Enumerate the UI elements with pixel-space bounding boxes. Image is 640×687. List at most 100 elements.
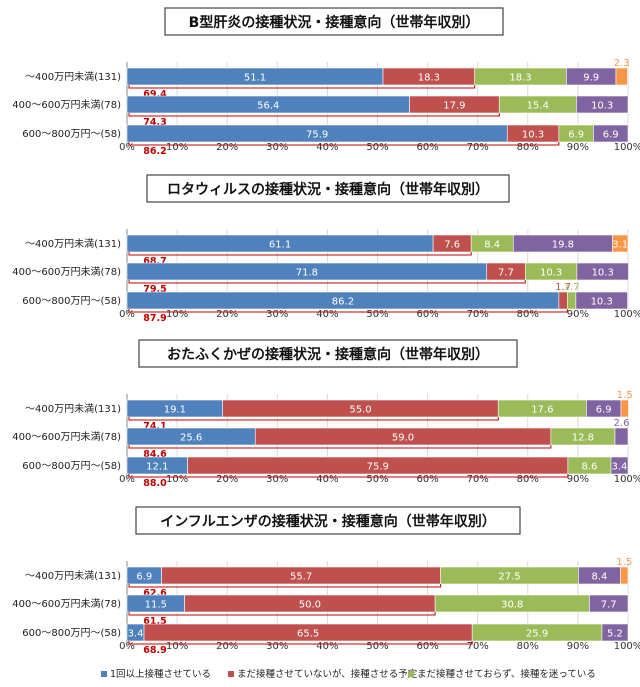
x-tick-label: 60% (416, 309, 438, 320)
x-tick-label: 80% (517, 142, 539, 153)
x-tick-label: 80% (517, 641, 539, 652)
x-tick-label: 10% (166, 142, 188, 153)
x-tick-label: 90% (567, 641, 589, 652)
bar-segment (620, 399, 629, 418)
x-tick-label: 20% (216, 142, 238, 153)
x-tick-label: 100% (614, 474, 640, 485)
x-tick-label: 60% (416, 142, 438, 153)
chart-title-box (135, 506, 521, 535)
sum-label: 62.6 (143, 588, 167, 599)
sum-label: 68.9 (143, 645, 166, 656)
bar-segment (575, 291, 628, 310)
row-label: 400～600万円未満(78) (12, 99, 121, 111)
row-label: 600～800万円～(58) (22, 129, 121, 140)
data-label: 12.1 (146, 462, 168, 473)
chart-panel: ロタウィルスの接種状況・接種意向（世帯年収別）0% 10% 20% 30% 40% 50%… (12, 174, 640, 324)
data-label: 3.1 (612, 240, 628, 251)
sum-label: 61.5 (143, 616, 166, 627)
data-label: 59.0 (392, 433, 414, 444)
data-label: 86.2 (332, 297, 354, 308)
legend: 1回以上接種させている まだ接種させていないが、接種させる予定 まだ接種させておらず… (101, 668, 596, 680)
data-label: 8.6 (581, 462, 597, 473)
data-label: 6.9 (136, 572, 152, 583)
x-tick-label: 50% (366, 309, 388, 320)
x-tick-label: 50% (366, 641, 388, 652)
bar-segment (593, 124, 629, 143)
row-label: 600～800万円～(58) (22, 628, 121, 639)
sum-bracket (128, 474, 569, 478)
sum-label: 88.0 (143, 478, 167, 489)
data-label: 1.7 (564, 282, 580, 293)
data-label: 1.5 (616, 557, 632, 568)
x-tick-label: 20% (216, 641, 238, 652)
x-tick-label: 60% (416, 641, 438, 652)
x-tick-label: 40% (316, 309, 338, 320)
sum-label: 68.7 (143, 256, 166, 267)
sum-bracket (128, 252, 472, 256)
data-label: 19.8 (552, 240, 574, 251)
x-tick-label: 10% (166, 309, 188, 320)
chart-panel: インフルエンザの接種状況・接種意向（世帯年収別）0% 10% 20% 30% 40% 50… (12, 506, 640, 656)
x-tick-label: 90% (567, 142, 589, 153)
x-tick-label: 40% (316, 474, 338, 485)
data-label: 10.3 (592, 268, 614, 279)
sum-bracket (128, 445, 552, 449)
x-tick-label: 10% (166, 474, 188, 485)
data-label: 6.9 (568, 130, 584, 141)
data-label: 8.4 (591, 572, 607, 583)
data-label: 55.0 (349, 405, 371, 416)
data-label: 9.9 (583, 73, 599, 84)
bar-segment (610, 456, 629, 475)
sum-bracket (128, 85, 476, 89)
data-label: 18.3 (418, 73, 440, 84)
x-tick-label: 80% (517, 309, 539, 320)
x-tick-label: 70% (467, 474, 489, 485)
sum-bracket (128, 641, 473, 645)
bar-segment (567, 291, 577, 310)
data-label: 65.5 (297, 629, 319, 640)
data-label: 6.9 (596, 405, 612, 416)
data-label: 10.3 (540, 268, 562, 279)
legend-label: 1回以上接種させている (110, 668, 211, 680)
bar-segment (576, 262, 629, 281)
data-label: 17.6 (531, 405, 553, 416)
x-tick-label: 90% (567, 474, 589, 485)
chart-title: おたふくかぜの接種状況・接種意向（世帯年収別） (167, 346, 489, 363)
sum-bracket (128, 612, 436, 616)
sum-bracket (128, 280, 526, 284)
x-tick-label: 60% (416, 474, 438, 485)
data-label: 10.3 (591, 297, 613, 308)
data-label: 75.9 (306, 130, 328, 141)
bar-segment (576, 95, 629, 114)
x-tick-label: 30% (266, 474, 288, 485)
bar-segment (620, 566, 629, 585)
x-tick-label: 40% (316, 641, 338, 652)
data-label: 25.6 (180, 433, 202, 444)
data-label: 12.8 (572, 433, 594, 444)
x-tick-label: 50% (366, 142, 388, 153)
data-label: 3.4 (612, 462, 628, 473)
row-label: 600～800万円～(58) (22, 296, 121, 307)
sum-label: 79.5 (143, 284, 166, 295)
data-label: 10.3 (522, 130, 544, 141)
legend-swatch (101, 671, 107, 677)
x-tick-label: 30% (266, 142, 288, 153)
sum-bracket (128, 309, 568, 313)
chart-panel: おたふくかぜの接種状況・接種意向（世帯年収別）0% 10% 20% 30% 40% 50%… (12, 339, 640, 489)
legend-label: まだ接種させておらず、接種を迷っている (417, 668, 596, 680)
x-tick-label: 30% (266, 641, 288, 652)
row-label: 600～800万円～(58) (22, 461, 121, 472)
chart-title-box (164, 7, 504, 36)
data-label: 56.4 (257, 101, 279, 112)
x-tick-label: 70% (467, 641, 489, 652)
sum-label: 74.1 (143, 421, 166, 432)
row-label: ～400万円未満(131) (25, 71, 121, 83)
sum-label: 74.3 (143, 117, 166, 128)
x-tick-label: 80% (517, 474, 539, 485)
legend-label: まだ接種させていないが、接種させる予定 (237, 668, 418, 680)
legend-swatch (408, 671, 414, 677)
x-tick-label: 70% (467, 142, 489, 153)
data-label: 7.6 (444, 240, 460, 251)
data-label: 61.1 (269, 240, 291, 251)
x-tick-label: 100% (614, 641, 640, 652)
